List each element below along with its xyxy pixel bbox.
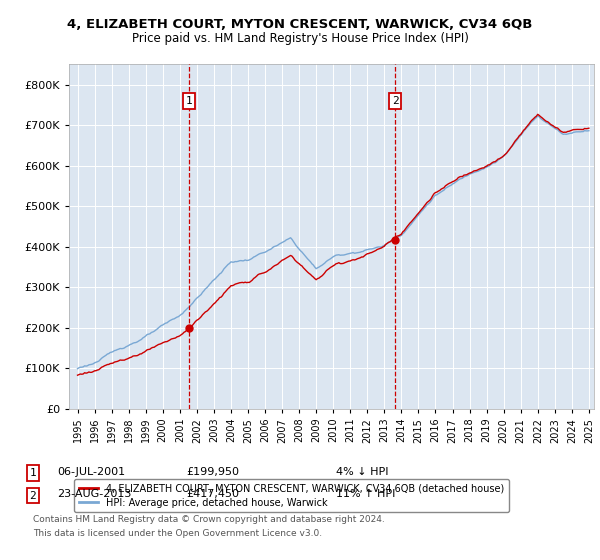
- Text: 2: 2: [29, 491, 37, 501]
- Text: 4% ↓ HPI: 4% ↓ HPI: [336, 467, 389, 477]
- Text: Price paid vs. HM Land Registry's House Price Index (HPI): Price paid vs. HM Land Registry's House …: [131, 32, 469, 45]
- Text: 23-AUG-2013: 23-AUG-2013: [57, 489, 131, 500]
- Text: 11% ↑ HPI: 11% ↑ HPI: [336, 489, 395, 500]
- Text: Contains HM Land Registry data © Crown copyright and database right 2024.: Contains HM Land Registry data © Crown c…: [33, 515, 385, 524]
- Text: 06-JUL-2001: 06-JUL-2001: [57, 467, 125, 477]
- Text: 1: 1: [29, 468, 37, 478]
- Text: 2: 2: [392, 96, 398, 106]
- Legend: 4, ELIZABETH COURT, MYTON CRESCENT, WARWICK, CV34 6QB (detached house), HPI: Ave: 4, ELIZABETH COURT, MYTON CRESCENT, WARW…: [74, 479, 509, 512]
- Text: 1: 1: [185, 96, 193, 106]
- Text: £417,450: £417,450: [186, 489, 239, 500]
- Text: This data is licensed under the Open Government Licence v3.0.: This data is licensed under the Open Gov…: [33, 529, 322, 538]
- Text: £199,950: £199,950: [186, 467, 239, 477]
- Text: 4, ELIZABETH COURT, MYTON CRESCENT, WARWICK, CV34 6QB: 4, ELIZABETH COURT, MYTON CRESCENT, WARW…: [67, 18, 533, 31]
